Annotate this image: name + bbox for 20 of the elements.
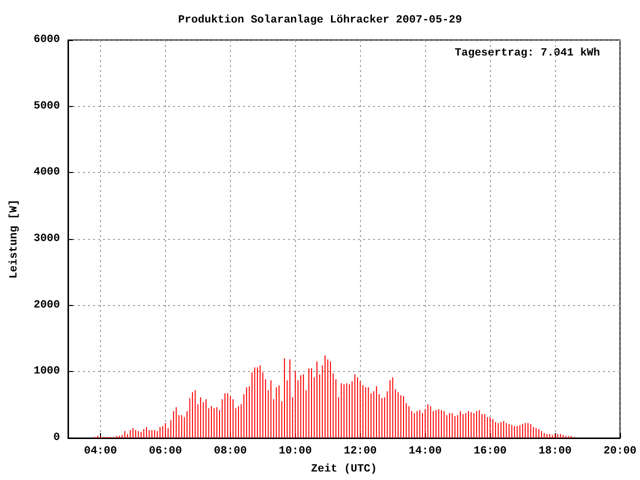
x-tick-label: 12:00 [344,446,377,458]
y-tick-label: 5000 [34,100,60,112]
y-tick-label: 6000 [34,34,60,46]
x-tick-label: 08:00 [214,446,247,458]
x-tick-label: 10:00 [278,446,312,458]
x-tick-label: 06:00 [148,446,182,458]
y-tick-label: 0 [53,432,60,444]
y-tick-label: 4000 [34,166,60,179]
y-tick-label: 2000 [34,299,60,312]
x-tick-label: 04:00 [84,446,117,458]
x-tick-label: 14:00 [408,446,442,458]
x-tick-label: 18:00 [538,446,572,458]
y-tick-label: 3000 [34,233,60,245]
annotation: Tagesertrag: 7.041 kWh [454,48,600,60]
chart-title: Produktion Solaranlage Löhracker 2007-05-29 [178,14,462,26]
x-tick-label: 20:00 [603,446,637,458]
y-tick-label: 1000 [34,366,60,378]
x-tick-label: 16:00 [474,446,507,458]
y-axis-title: Leistung [W] [8,199,20,279]
x-axis-title: Zeit (UTC) [310,464,378,476]
